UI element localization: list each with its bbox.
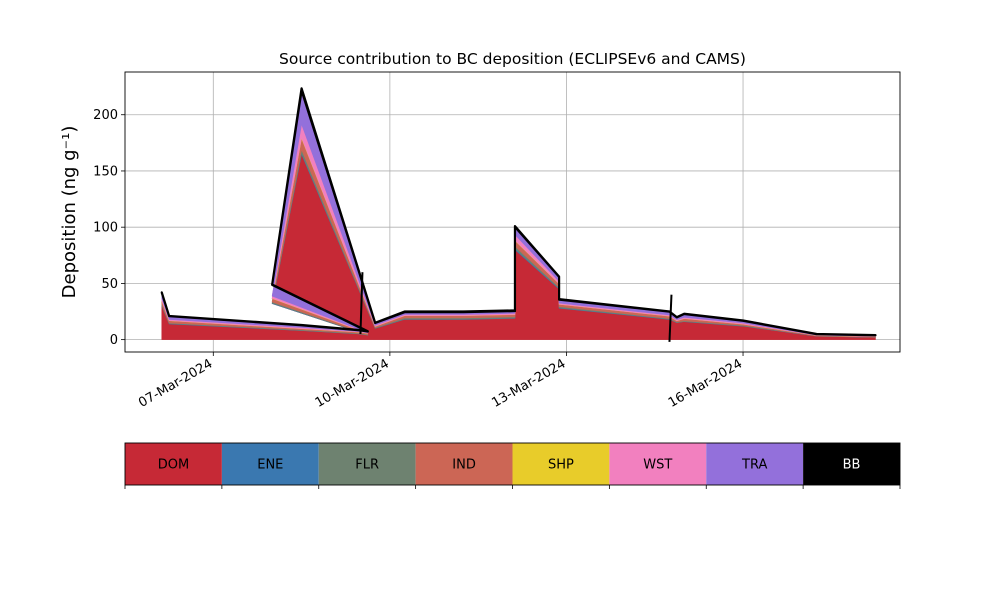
legend-swatch-tra [706,443,804,485]
y-axis-ticks: 0 50 100 150 200 [93,108,125,348]
legend-frame [124,442,901,486]
legend-colorbar: DOM ENE FLR IND SHP WST TRA BB [124,442,901,489]
legend-swatch-ind [415,443,513,485]
y-tick-label: 150 [93,164,118,179]
y-tick-label: 0 [110,333,118,348]
y-tick-label: 50 [101,277,118,292]
y-tick-label: 200 [93,108,118,123]
spike-markers [359,272,673,342]
legend-label-wst: WST [643,458,672,473]
area-bb [160,87,877,337]
legend-swatch-wst [609,443,707,485]
legend-swatch-bb [803,443,900,485]
y-tick-label: 100 [93,221,118,236]
legend-label-ene: ENE [257,458,283,473]
legend-label-dom: DOM [158,458,189,473]
legend-swatch-dom [125,443,222,485]
y-axis-title: Deposition (ng g⁻¹) [59,126,80,299]
legend-label-shp: SHP [548,458,574,473]
legend-swatch-flr [318,443,416,485]
stacked-areas [160,87,877,340]
chart-title: Source contribution to BC deposition (EC… [279,50,746,68]
spike-line [668,294,673,342]
legend-swatch-shp [512,443,610,485]
legend-label-ind: IND [452,458,476,473]
legend-label-tra: TRA [741,458,767,473]
legend-label-flr: FLR [355,458,379,473]
legend-label-bb: BB [843,458,861,473]
legend-swatch-ene [221,443,319,485]
spike-line [359,272,364,335]
plot-frame [124,71,901,353]
